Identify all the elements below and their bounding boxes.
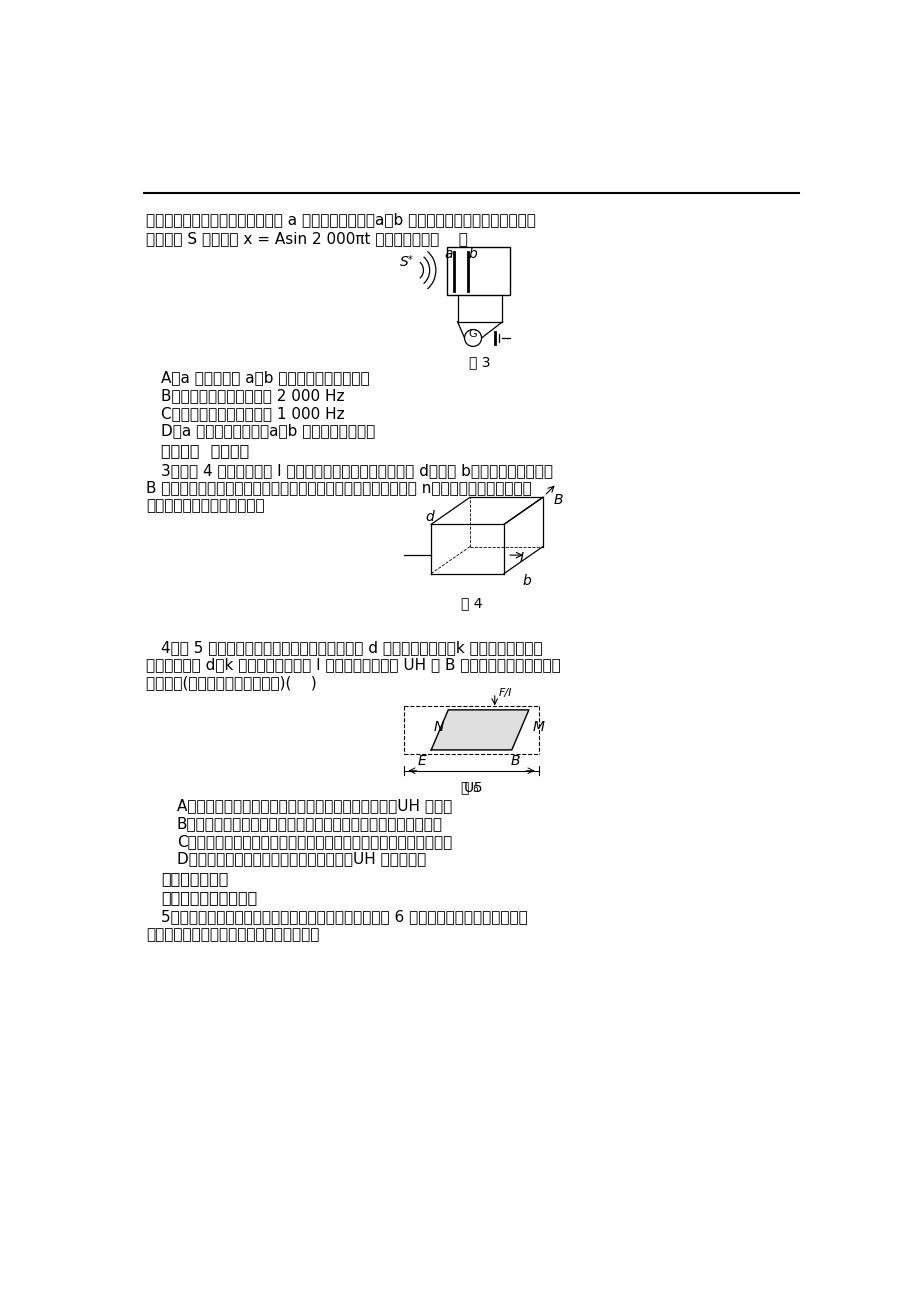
Text: 【方法技巧练】: 【方法技巧练】 (162, 871, 229, 885)
Text: B．在测定地球两极的磁场强弱时，霍尔元件的工作面应保持水平: B．在测定地球两极的磁场强弱时，霍尔元件的工作面应保持水平 (176, 816, 443, 831)
Text: B: B (553, 493, 562, 508)
Text: I: I (519, 551, 523, 565)
Bar (447, 247, 510, 294)
Text: a: a (444, 247, 452, 262)
Text: b: b (522, 574, 531, 589)
Text: M: M (531, 720, 543, 734)
Text: B．导线中的电流的频率为 2 000 Hz: B．导线中的电流的频率为 2 000 Hz (162, 388, 345, 404)
Text: *: * (407, 255, 413, 264)
Text: d: d (425, 510, 434, 525)
Text: S: S (400, 255, 409, 268)
Text: 哪面电势高？电势差是多少？: 哪面电势高？电势差是多少？ (146, 499, 265, 513)
Text: 图 5: 图 5 (460, 780, 482, 794)
Text: 平方向振动的镀有金属层的振动膜 a 构成一个电容器，a、b 分别通过导线与恒定电源两极相: 平方向振动的镀有金属层的振动膜 a 构成一个电容器，a、b 分别通过导线与恒定电… (146, 212, 535, 227)
Text: 图 4: 图 4 (460, 596, 482, 611)
Text: Uₕ: Uₕ (463, 781, 479, 796)
Text: 3．如图 4 所示，有电流 I 流过长方体金属块，金属块宽为 d，高为 b，有一磁感应强度为: 3．如图 4 所示，有电流 I 流过长方体金属块，金属块宽为 d，高为 b，有一… (162, 462, 553, 478)
Text: N: N (433, 720, 444, 734)
Text: E: E (417, 754, 425, 768)
Text: 传感器电路的分析技巧: 传感器电路的分析技巧 (162, 891, 257, 905)
Text: C．在测定地球赤道上的磁场强弱时，霍尔元件的工作面应保持水平: C．在测定地球赤道上的磁场强弱时，霍尔元件的工作面应保持水平 (176, 833, 452, 849)
Text: F/I: F/I (498, 689, 512, 698)
Text: D．改变磁感线与霍尔元件工作面的夹角，UH 将发生变化: D．改变磁感线与霍尔元件工作面的夹角，UH 将发生变化 (176, 852, 425, 867)
Text: 5．动圈式话筒和磁带录音机都应用了电磁感应现象，图 6 甲所示是话筒原理图，图乙所: 5．动圈式话筒和磁带录音机都应用了电磁感应现象，图 6 甲所示是话筒原理图，图乙… (162, 909, 528, 924)
Text: 4．图 5 是霍尔元件的工作原理示意图，如果用 d 表示薄片的厚度，k 为霍尔系数，对于: 4．图 5 是霍尔元件的工作原理示意图，如果用 d 表示薄片的厚度，k 为霍尔系… (162, 639, 542, 655)
Polygon shape (431, 710, 528, 750)
Text: D．a 向右位移最大时，a、b 板形成的电容最大: D．a 向右位移最大时，a、b 板形成的电容最大 (162, 423, 375, 439)
Text: G: G (468, 329, 477, 339)
Text: 示是录音机的录音、放音原理图，由图可知: 示是录音机的录音、放音原理图，由图可知 (146, 927, 319, 943)
Text: 知识点二  霍尔元件: 知识点二 霍尔元件 (162, 443, 249, 458)
Text: C．导线中的电流的频率为 1 000 Hz: C．导线中的电流的频率为 1 000 Hz (162, 406, 345, 421)
Text: 正确的是(工作面是指较大的平面)(    ): 正确的是(工作面是指较大的平面)( ) (146, 676, 316, 690)
Text: B 的匀强磁场垂直于纸面向里，金属块单位体积内的自由电子数为 n，问：金属块上、下表面: B 的匀强磁场垂直于纸面向里，金属块单位体积内的自由电子数为 n，问：金属块上、… (146, 480, 531, 495)
Text: b: b (468, 247, 477, 262)
Text: 接．声源 S 做位移为 x = Asin 2 000πt 的振动，则有（    ）: 接．声源 S 做位移为 x = Asin 2 000πt 的振动，则有（ ） (146, 230, 468, 246)
Text: A．将永磁体的一个磁极逐渐靠近霍尔元件的工作面，UH 将变大: A．将永磁体的一个磁极逐渐靠近霍尔元件的工作面，UH 将变大 (176, 798, 452, 814)
Text: A．a 振动过程中 a、b 板之间的电场强度不变: A．a 振动过程中 a、b 板之间的电场强度不变 (162, 370, 369, 385)
Text: 一个霍尔元件 d、k 为定值，如果保持 I 恒定，则可以验证 UH 随 B 的变化情况．以下说法不: 一个霍尔元件 d、k 为定值，如果保持 I 恒定，则可以验证 UH 随 B 的变… (146, 658, 561, 673)
Text: B: B (510, 754, 520, 768)
Text: 图 3: 图 3 (469, 355, 490, 368)
